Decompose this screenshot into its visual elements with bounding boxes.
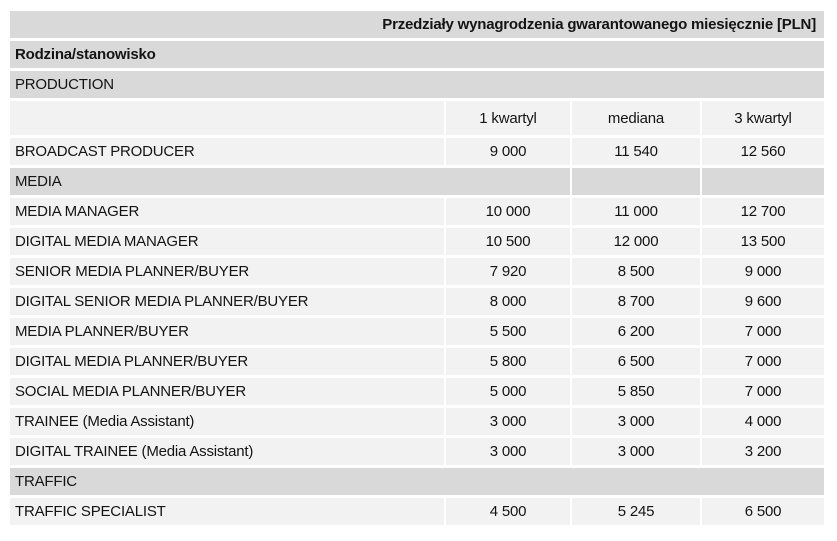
position-name-cell: MEDIA MANAGER	[10, 198, 444, 225]
median-value-cell: 3 000	[572, 408, 700, 435]
section-row-production: PRODUCTION	[10, 71, 824, 98]
q3-value-cell: 12 700	[702, 198, 824, 225]
q3-value-cell: 7 000	[702, 348, 824, 375]
q1-value-cell: 9 000	[446, 138, 570, 165]
q3-value-cell: 12 560	[702, 138, 824, 165]
q3-value-cell: 9 600	[702, 288, 824, 315]
position-name-cell: DIGITAL MEDIA MANAGER	[10, 228, 444, 255]
section-empty-cell	[702, 168, 824, 195]
median-value-cell: 8 500	[572, 258, 700, 285]
section-empty-cell	[572, 168, 700, 195]
position-name-cell: DIGITAL TRAINEE (Media Assistant)	[10, 438, 444, 465]
median-value-cell: 12 000	[572, 228, 700, 255]
median-value-cell: 5 850	[572, 378, 700, 405]
column-header-q3: 3 kwartyl	[702, 101, 824, 135]
q1-value-cell: 10 000	[446, 198, 570, 225]
q3-value-cell: 9 000	[702, 258, 824, 285]
q1-value-cell: 10 500	[446, 228, 570, 255]
q3-value-cell: 3 200	[702, 438, 824, 465]
position-name-cell: SOCIAL MEDIA PLANNER/BUYER	[10, 378, 444, 405]
median-value-cell: 6 200	[572, 318, 700, 345]
position-name-cell: SENIOR MEDIA PLANNER/BUYER	[10, 258, 444, 285]
column-header-q1: 1 kwartyl	[446, 101, 570, 135]
section-row-traffic: TRAFFIC	[10, 468, 824, 495]
q1-value-cell: 5 000	[446, 378, 570, 405]
q3-value-cell: 7 000	[702, 378, 824, 405]
q1-value-cell: 8 000	[446, 288, 570, 315]
q3-value-cell: 7 000	[702, 318, 824, 345]
median-value-cell: 8 700	[572, 288, 700, 315]
salary-table: Przedziały wynagrodzenia gwarantowanego …	[10, 11, 824, 525]
position-name-cell: BROADCAST PRODUCER	[10, 138, 444, 165]
median-value-cell: 6 500	[572, 348, 700, 375]
q1-value-cell: 3 000	[446, 438, 570, 465]
position-name-cell: TRAFFIC SPECIALIST	[10, 498, 444, 525]
q3-value-cell: 13 500	[702, 228, 824, 255]
median-value-cell: 3 000	[572, 438, 700, 465]
position-name-cell: DIGITAL SENIOR MEDIA PLANNER/BUYER	[10, 288, 444, 315]
q1-value-cell: 4 500	[446, 498, 570, 525]
table-title: Przedziały wynagrodzenia gwarantowanego …	[10, 11, 824, 38]
q1-value-cell: 5 800	[446, 348, 570, 375]
median-value-cell: 11 000	[572, 198, 700, 225]
position-name-cell: TRAINEE (Media Assistant)	[10, 408, 444, 435]
q1-value-cell: 3 000	[446, 408, 570, 435]
q1-value-cell: 7 920	[446, 258, 570, 285]
median-value-cell: 5 245	[572, 498, 700, 525]
q3-value-cell: 6 500	[702, 498, 824, 525]
q1-value-cell: 5 500	[446, 318, 570, 345]
column-header-empty-cell	[10, 101, 444, 135]
section-row-media: MEDIA	[10, 168, 570, 195]
position-name-cell: DIGITAL MEDIA PLANNER/BUYER	[10, 348, 444, 375]
position-name-cell: MEDIA PLANNER/BUYER	[10, 318, 444, 345]
family-header: Rodzina/stanowisko	[10, 41, 824, 68]
q3-value-cell: 4 000	[702, 408, 824, 435]
column-header-median: mediana	[572, 101, 700, 135]
median-value-cell: 11 540	[572, 138, 700, 165]
